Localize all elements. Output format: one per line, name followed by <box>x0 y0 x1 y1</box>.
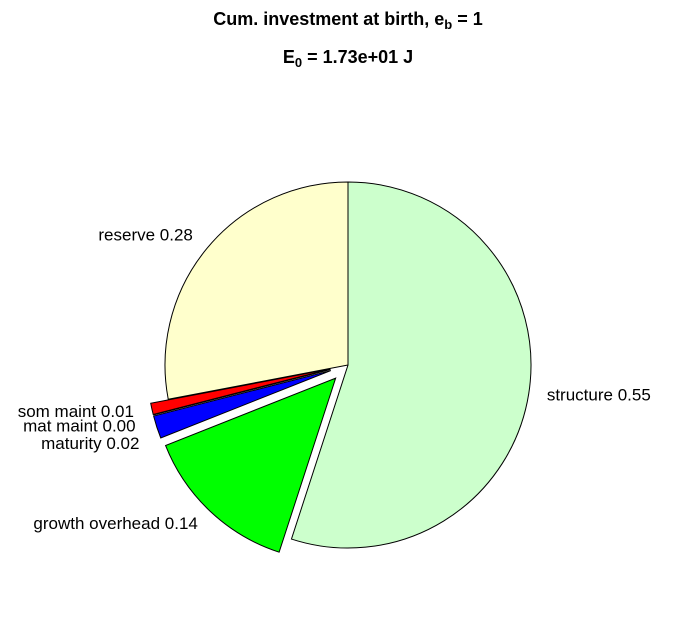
subtitle-subscript: 0 <box>295 55 302 70</box>
title-text: Cum. investment at birth, e <box>213 9 444 29</box>
slice-label: mat maint 0.00 <box>23 417 135 436</box>
chart-subtitle: E0 = 1.73e+01 J <box>283 47 413 71</box>
slice-value-label: 0.14 <box>165 514 198 533</box>
slice-value-label: 0.01 <box>101 402 134 421</box>
title-subscript: b <box>444 17 452 32</box>
slice-category: mat maint <box>23 417 98 436</box>
subtitle-tail: = 1.73e+01 J <box>302 47 413 67</box>
title-tail: = 1 <box>452 9 483 29</box>
pie-slice <box>150 368 331 416</box>
pie-slice <box>290 181 532 549</box>
pie-slice <box>164 377 337 553</box>
slice-category: maturity <box>41 434 102 453</box>
slice-label: som maint 0.01 <box>18 402 134 421</box>
slice-value-label: 0.55 <box>618 386 651 405</box>
pie-slice <box>164 181 349 400</box>
slice-value-label: 0.28 <box>160 226 193 245</box>
slice-label: reserve 0.28 <box>98 226 193 245</box>
pie-slice <box>153 370 332 439</box>
slice-value-label: 0.02 <box>106 434 139 453</box>
slice-value-label: 0.00 <box>102 417 135 436</box>
slice-label: growth overhead 0.14 <box>33 514 197 533</box>
subtitle-text: E <box>283 47 295 67</box>
slice-category: som maint <box>18 402 97 421</box>
slice-label: maturity 0.02 <box>41 434 139 453</box>
slice-category: growth overhead <box>33 514 160 533</box>
slice-category: structure <box>547 386 613 405</box>
slice-label: structure 0.55 <box>547 386 651 405</box>
slice-category: reserve <box>98 226 155 245</box>
chart-title: Cum. investment at birth, eb = 1 <box>213 9 483 33</box>
pie: structure 0.55 growth overhead 0.14 maturi… <box>18 181 651 553</box>
pie-slice <box>153 368 331 416</box>
